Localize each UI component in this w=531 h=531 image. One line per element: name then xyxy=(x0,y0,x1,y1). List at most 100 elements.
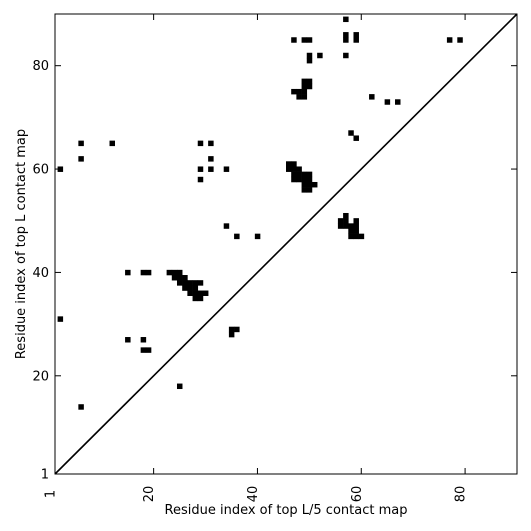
contact-point xyxy=(348,223,354,229)
contact-point xyxy=(343,16,349,23)
contact-point xyxy=(348,228,354,234)
contact-point xyxy=(291,176,297,183)
contact-point xyxy=(291,88,297,95)
y-tick-label: 40 xyxy=(32,266,49,281)
contact-point xyxy=(348,130,354,136)
contact-point xyxy=(343,52,349,59)
contact-point xyxy=(140,337,147,343)
contact-point xyxy=(171,275,178,281)
contact-point xyxy=(187,280,193,286)
contact-point xyxy=(254,233,261,240)
contact-point xyxy=(353,233,359,240)
contact-point xyxy=(301,176,308,183)
x-axis-label: Residue index of top L/5 contact map xyxy=(165,503,408,518)
contact-point xyxy=(353,223,359,229)
contact-point xyxy=(384,99,391,105)
contact-point xyxy=(311,181,318,188)
contact-point xyxy=(223,166,230,172)
contact-point xyxy=(353,218,359,224)
x-tick-label: 20 xyxy=(142,486,157,503)
contact-point xyxy=(197,166,204,172)
contact-point xyxy=(301,187,308,193)
contact-point xyxy=(223,223,230,229)
contact-point xyxy=(187,290,193,296)
contact-point xyxy=(166,269,173,276)
contact-point xyxy=(301,181,308,188)
contact-point xyxy=(306,78,313,85)
contact-point xyxy=(176,275,183,281)
contact-point xyxy=(306,57,313,64)
contact-point xyxy=(306,181,313,188)
contact-point xyxy=(78,140,84,147)
contact-point xyxy=(208,140,214,147)
contact-point xyxy=(109,140,115,147)
contact-point xyxy=(291,37,297,43)
contact-point xyxy=(197,140,204,147)
contact-point xyxy=(296,166,302,172)
x-tick-label: 40 xyxy=(246,486,261,503)
contact-point xyxy=(202,290,209,296)
contact-point xyxy=(197,176,204,183)
contact-point xyxy=(296,94,302,100)
contact-point xyxy=(140,269,147,276)
contact-point xyxy=(301,78,308,85)
contact-point xyxy=(197,280,204,286)
contact-point xyxy=(57,316,64,322)
diagonal-line xyxy=(54,13,518,475)
y-tick-label: 20 xyxy=(32,369,49,384)
contact-point xyxy=(182,275,188,281)
contact-point xyxy=(286,166,292,172)
contact-point xyxy=(145,347,152,353)
axis-ticks: 1 20 40 60 80 1 20 40 60 80 xyxy=(32,14,517,502)
contact-point xyxy=(145,269,152,276)
contact-point xyxy=(197,295,204,302)
contact-point xyxy=(176,280,183,286)
contact-point xyxy=(78,404,84,410)
contact-point xyxy=(353,135,359,141)
contact-point xyxy=(192,295,199,302)
contact-point xyxy=(125,269,131,276)
contact-point xyxy=(176,269,183,276)
contact-point xyxy=(197,290,204,296)
contact-point xyxy=(234,326,240,333)
contact-point xyxy=(306,83,313,90)
contact-point xyxy=(291,171,297,178)
y-tick-label: 80 xyxy=(32,59,49,74)
contact-point xyxy=(395,99,401,105)
contact-point xyxy=(176,383,183,390)
contact-point xyxy=(182,285,188,291)
contact-point xyxy=(337,223,344,229)
contact-point xyxy=(343,32,349,38)
contact-point xyxy=(228,326,235,333)
contact-point xyxy=(171,269,178,276)
y-axis-label: Residue index of top L contact map xyxy=(14,129,29,359)
contact-point xyxy=(296,171,302,178)
contact-point xyxy=(353,228,359,234)
contact-point xyxy=(306,171,313,178)
contact-point xyxy=(301,94,308,100)
contact-point xyxy=(140,347,147,353)
plot-frame xyxy=(54,13,518,475)
contact-point xyxy=(286,161,292,167)
y-tick-label: 60 xyxy=(32,163,49,178)
contact-point xyxy=(208,156,214,162)
contact-point xyxy=(306,52,313,59)
contact-point xyxy=(291,166,297,172)
y-tick-label: 1 xyxy=(41,468,49,483)
contact-point xyxy=(296,176,302,183)
contact-point xyxy=(446,37,453,43)
contact-point xyxy=(317,52,323,59)
contact-point xyxy=(296,88,302,95)
contact-point xyxy=(301,83,308,90)
contact-point xyxy=(187,285,193,291)
contact-point xyxy=(301,37,308,43)
contact-point xyxy=(343,37,349,43)
contact-point xyxy=(291,161,297,167)
contact-point xyxy=(125,337,131,343)
contact-point xyxy=(343,223,349,229)
contact-points xyxy=(57,16,463,410)
contact-point xyxy=(306,37,313,43)
contact-point xyxy=(301,88,308,95)
contact-point xyxy=(353,32,359,38)
